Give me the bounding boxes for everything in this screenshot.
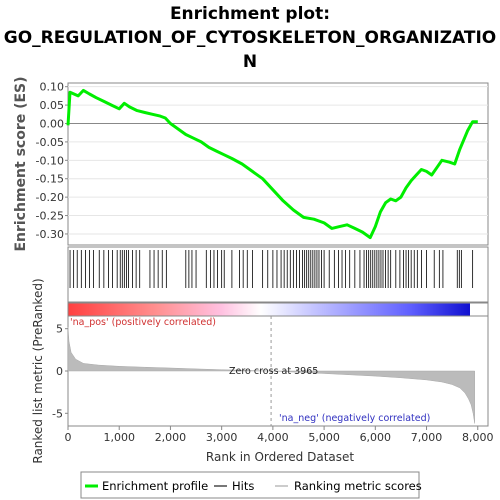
rank-color-bar <box>68 303 470 316</box>
es-y-tick-label: 0.00 <box>40 118 65 131</box>
hit-markers <box>69 250 474 288</box>
es-y-ticks: 0.10 0.05 0.00 -0.05 -0.10 -0.15 -0.20 -0.25 -0.… <box>36 81 68 241</box>
es-y-axis-label: Enrichment score (ES) <box>13 76 29 251</box>
legend-box <box>80 471 420 499</box>
x-tick-label: 5,000 <box>308 431 340 444</box>
rank-y-tick-label: 0 <box>56 365 63 378</box>
chart-title-line-3: N <box>243 52 257 72</box>
x-tick-label: 4,000 <box>257 431 289 444</box>
x-tick-label: 8,000 <box>462 431 494 444</box>
zero-cross-label: Zero cross at 3965 <box>229 366 318 377</box>
es-y-tick-label: -0.20 <box>36 191 64 204</box>
x-tick-label: 0 <box>65 431 72 444</box>
x-tick-label: 6,000 <box>360 431 392 444</box>
x-tick-label: 7,000 <box>411 431 443 444</box>
negative-correlation-label: 'na_neg' (negatively correlated) <box>279 413 430 424</box>
es-y-tick-label: -0.25 <box>36 210 64 223</box>
x-tick-label: 3,000 <box>206 431 238 444</box>
es-y-tick-label: 0.10 <box>40 81 65 94</box>
es-y-tick-label: -0.05 <box>36 136 64 149</box>
es-y-tick-label: 0.05 <box>40 99 65 112</box>
legend-hits: Hits <box>232 479 254 493</box>
rank-y-axis-label: Ranked list metric (PreRanked) <box>31 278 45 463</box>
legend-ranking-metric-scores: Ranking metric scores <box>294 479 422 493</box>
es-gridlines <box>68 86 488 235</box>
x-tick-label: 2,000 <box>155 431 187 444</box>
legend-enrichment-profile: Enrichment profile <box>102 479 208 493</box>
hits-panel <box>67 246 489 303</box>
es-y-tick-label: -0.15 <box>36 173 64 186</box>
chart-title-line-2: GO_REGULATION_OF_CYTOSKELETON_ORGANIZATI… <box>4 28 497 48</box>
ranking-metric-area <box>67 326 475 424</box>
positive-correlation-label: 'na_pos' (positively correlated) <box>70 317 216 328</box>
x-axis-ticks: 0 1,000 2,000 3,000 4,000 5,000 6,000 7,000 8,00… <box>65 426 494 444</box>
es-y-tick-label: -0.30 <box>36 228 64 241</box>
rank-y-tick-label: 5 <box>56 323 63 336</box>
x-axis-label: Rank in Ordered Dataset <box>206 450 354 464</box>
enrichment-profile-line <box>66 88 478 240</box>
x-tick-label: 1,000 <box>103 431 135 444</box>
es-y-tick-label: -0.10 <box>36 154 64 167</box>
chart-title-line-1: Enrichment plot: <box>170 4 330 24</box>
rank-y-ticks: 5 0 -5 <box>52 323 68 420</box>
rank-y-tick-label: -5 <box>52 407 63 420</box>
